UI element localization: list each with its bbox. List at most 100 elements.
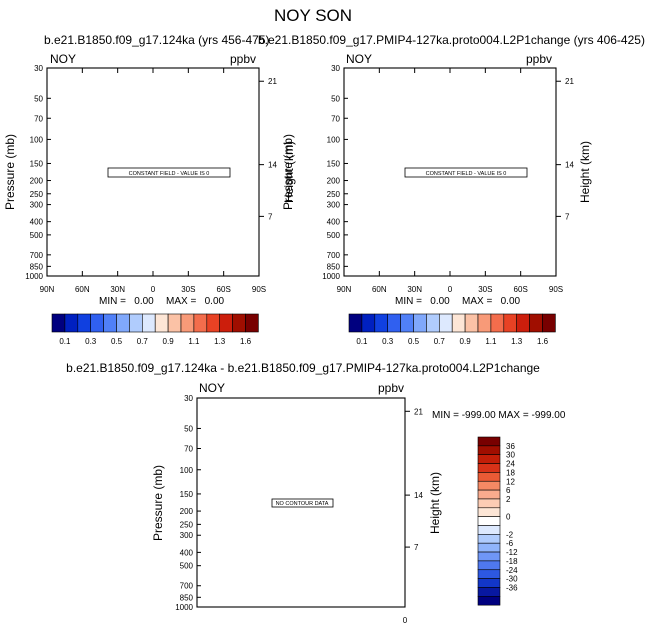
colorbar-swatch [477, 436, 501, 447]
panel-3-plot-frame [196, 397, 406, 608]
colorbar-swatch [167, 313, 182, 333]
colorbar-swatch [477, 542, 501, 553]
colorbar-swatch [477, 472, 501, 482]
pressure-tick-label: 200 [180, 507, 194, 516]
height-tick-label: 14 [565, 161, 574, 170]
x-tick-label: 0 [403, 616, 408, 625]
colorbar-label: 18 [506, 468, 515, 477]
panel-1-note-box [107, 167, 231, 178]
panel-1-ylabel-right: Height (km) [282, 141, 296, 203]
pressure-tick-label: 400 [327, 218, 341, 227]
colorbar-label: 0.7 [434, 337, 446, 346]
panel-3-x-axis: 0 [403, 616, 408, 625]
colorbar-swatch [477, 516, 501, 526]
colorbar-swatch [206, 313, 221, 333]
pressure-tick-label: 400 [30, 218, 44, 227]
panel-3-ylabel-right: Height (km) [428, 472, 442, 534]
panel-1-right-label: ppbv [230, 52, 256, 66]
panel-2-colorbar: 0.1 0.3 0.5 0.7 0.9 1.1 1.3 1.6 [348, 313, 556, 346]
colorbar-swatch [387, 313, 401, 333]
colorbar-swatch [374, 313, 388, 333]
panel-2-note: CONSTANT FIELD - VALUE IS 0 [426, 171, 507, 177]
colorbar-swatch [232, 313, 246, 333]
pressure-tick-label: 250 [180, 520, 194, 529]
panel-1: b.e21.B1850.f09_g17.124ka (yrs 456-475) … [3, 33, 296, 346]
panel-3-note: NO CONTOUR DATA [276, 501, 329, 507]
panel-2-note-box [404, 167, 528, 178]
colorbar-label: -36 [506, 583, 518, 592]
colorbar-swatch [451, 313, 466, 333]
colorbar-swatch [426, 313, 440, 333]
panel-3-note-box [271, 498, 334, 508]
pressure-tick-label: 250 [327, 190, 341, 199]
colorbar-swatch [477, 560, 501, 571]
colorbar-label: -18 [506, 557, 518, 566]
pressure-tick-label: 100 [180, 466, 194, 475]
panel-2-left-label: NOY [346, 52, 372, 66]
pressure-tick-label: 200 [327, 177, 341, 186]
pressure-tick-label: 1000 [25, 272, 43, 281]
pressure-tick-label: 1000 [322, 272, 340, 281]
panel-2: b.e21.B1850.f09_g17.PMIP4-127ka.proto004… [258, 33, 645, 346]
panel-3: b.e21.B1850.f09_g17.124ka - b.e21.B1850.… [66, 361, 566, 625]
pressure-tick-label: 850 [327, 262, 341, 271]
colorbar-swatch [219, 313, 233, 333]
x-tick-label: 30S [181, 285, 195, 294]
panel-1-min: MIN = 0.00 [99, 296, 154, 307]
colorbar-swatch [503, 313, 517, 333]
colorbar-label: 1.1 [485, 337, 497, 346]
colorbar-label: 0.1 [59, 337, 71, 346]
colorbar-swatch [477, 525, 501, 535]
colorbar-swatch [477, 507, 501, 517]
x-tick-label: 30N [110, 285, 125, 294]
colorbar-swatch [516, 313, 530, 333]
pressure-tick-label: 500 [30, 231, 44, 240]
colorbar-label: 0.9 [163, 337, 175, 346]
pressure-tick-label: 70 [34, 114, 43, 123]
colorbar-swatch [90, 313, 104, 333]
colorbar-swatch [245, 313, 259, 333]
colorbar-swatch [477, 587, 501, 597]
panel-3-minmax: MIN = -999.00 MAX = -999.00 [432, 410, 566, 421]
colorbar-swatch [361, 313, 376, 333]
colorbar-label: 0.9 [460, 337, 472, 346]
colorbar-label: -12 [506, 548, 518, 557]
pressure-tick-label: 100 [327, 135, 341, 144]
figure-title: NOY SON [274, 6, 352, 25]
colorbar-label: 0.5 [111, 337, 123, 346]
panel-2-ylabel: Pressure (mb) [281, 134, 295, 210]
height-tick-label: 7 [565, 212, 570, 221]
colorbar-swatch [142, 313, 156, 333]
panel-2-title: b.e21.B1850.f09_g17.PMIP4-127ka.proto004… [258, 33, 645, 47]
pressure-tick-label: 150 [30, 159, 44, 168]
pressure-tick-label: 850 [30, 262, 44, 271]
colorbar-label: -24 [506, 566, 518, 575]
height-tick-label: 21 [565, 77, 574, 86]
height-tick-label: 7 [414, 543, 419, 552]
x-tick-label: 30S [478, 285, 492, 294]
panel-2-max: MAX = 0.00 [462, 296, 521, 307]
panel-2-min: MIN = 0.00 [395, 296, 450, 307]
colorbar-swatch [477, 489, 501, 500]
colorbar-swatch [413, 313, 427, 333]
colorbar-swatch [154, 313, 169, 333]
panel-3-height-axis: 21 14 7 [405, 407, 423, 552]
colorbar-swatch [477, 445, 501, 456]
colorbar-label: 0.3 [382, 337, 394, 346]
colorbar-swatch [477, 498, 501, 509]
colorbar-swatch [464, 313, 479, 333]
colorbar-label: 0.5 [408, 337, 420, 346]
colorbar-swatch [103, 313, 117, 333]
colorbar-swatch [490, 313, 505, 333]
colorbar-label: 6 [506, 486, 511, 495]
colorbar-label: 2 [506, 495, 511, 504]
x-tick-label: 0 [448, 285, 453, 294]
height-tick-label: 14 [414, 491, 423, 500]
colorbar-swatch [477, 480, 501, 491]
pressure-tick-label: 200 [30, 177, 44, 186]
colorbar-swatch [64, 313, 79, 333]
panel-2-ylabel-right: Height (km) [578, 141, 592, 203]
